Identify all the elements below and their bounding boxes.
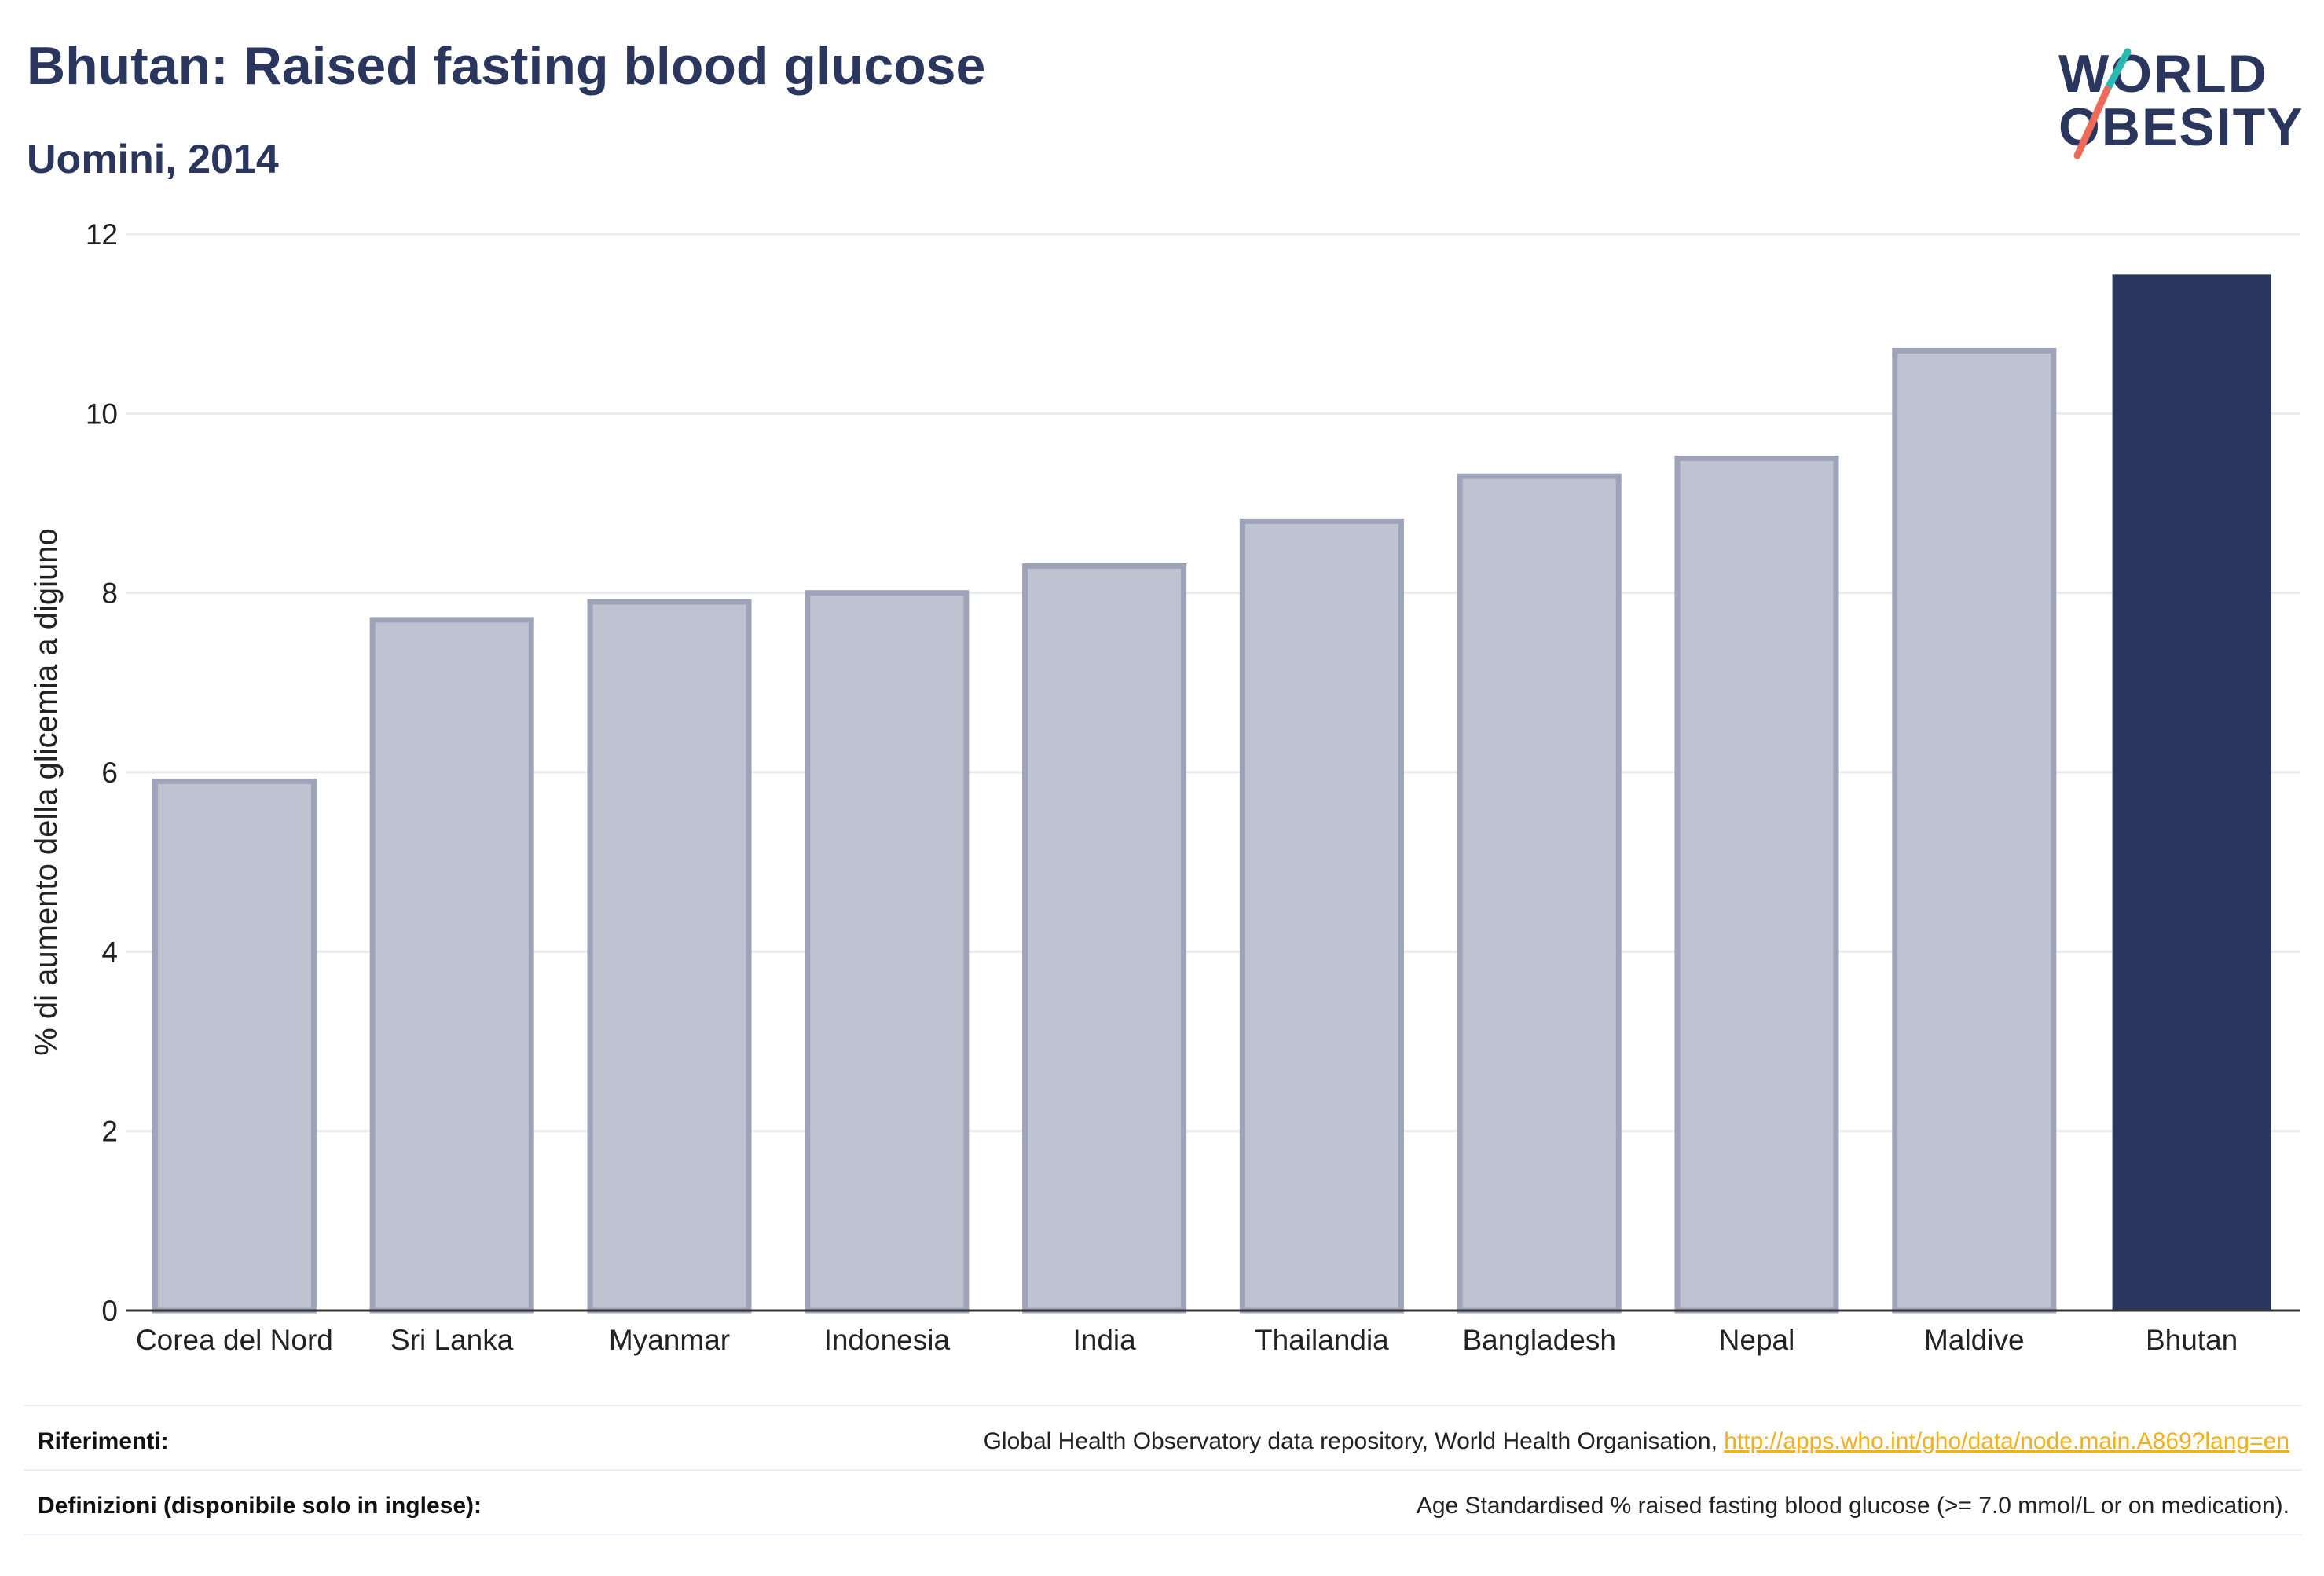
x-tick-label: Maldive [1924,1324,2025,1356]
x-tick-label: Indonesia [824,1324,951,1356]
bar-corea-del-nord[interactable] [152,778,317,1314]
bar-bangladesh[interactable] [1457,473,1622,1314]
y-tick-label: 2 [101,1116,118,1148]
x-tick-label: Thailandia [1255,1324,1389,1356]
x-tick-label: Bangladesh [1462,1324,1615,1356]
bar-india[interactable] [1022,563,1187,1314]
logo-word-world: WORLD [2058,44,2268,104]
definitions-value: Age Standardised % raised fasting blood … [1416,1493,2289,1519]
references-value: Global Health Observatory data repositor… [984,1428,2289,1455]
x-axis-ticks: Corea del Nord Sri Lanka Myanmar Indonesia I… [136,1324,2238,1356]
x-tick-label: Myanmar [609,1324,730,1356]
bar-maldive[interactable] [1892,347,2057,1314]
x-tick-label: Bhutan [2146,1324,2238,1356]
definitions-label: Definizioni (disponibile solo in inglese… [38,1493,482,1519]
y-axis-ticks: 0 2 4 6 8 10 12 [86,218,118,1327]
x-tick-label: Corea del Nord [136,1324,333,1356]
y-tick-label: 4 [101,936,118,968]
footer-divider [24,1534,2302,1535]
chart-title: Bhutan: Raised fasting blood glucose [27,36,986,96]
logo-slash-icon [2073,48,2132,159]
y-tick-label: 6 [101,757,118,789]
references-text: Global Health Observatory data repositor… [983,1428,1725,1454]
y-tick-label: 0 [101,1295,118,1327]
bar-chart: 0 2 4 6 8 10 12 Corea del Nord Sri Lanka Myanmar… [29,218,2300,1356]
bar-bhutan[interactable] [2112,274,2271,1310]
y-tick-label: 12 [86,218,118,251]
chart-subtitle: Uomini, 2014 [27,137,279,182]
x-tick-label: Sri Lanka [390,1324,514,1356]
footer-divider [24,1469,2302,1471]
bar-indonesia[interactable] [805,590,970,1314]
y-axis-title: % di aumento della glicemia a digiuno [29,528,64,1056]
references-link[interactable]: http://apps.who.int/gho/data/node.main.A… [1724,1428,2289,1454]
bars [152,274,2271,1314]
y-tick-label: 10 [86,398,118,430]
bar-myanmar[interactable] [587,599,752,1314]
footer-divider [24,1405,2302,1406]
references-label: Riferimenti: [38,1428,169,1454]
y-tick-label: 8 [101,577,118,610]
bar-thailandia[interactable] [1239,518,1404,1314]
x-tick-label: Nepal [1719,1324,1795,1356]
world-obesity-logo[interactable]: WORLD OBESITY [2043,24,2310,165]
bar-nepal[interactable] [1674,455,1839,1314]
bar-sri-lanka[interactable] [369,617,534,1314]
x-tick-label: India [1072,1324,1136,1356]
